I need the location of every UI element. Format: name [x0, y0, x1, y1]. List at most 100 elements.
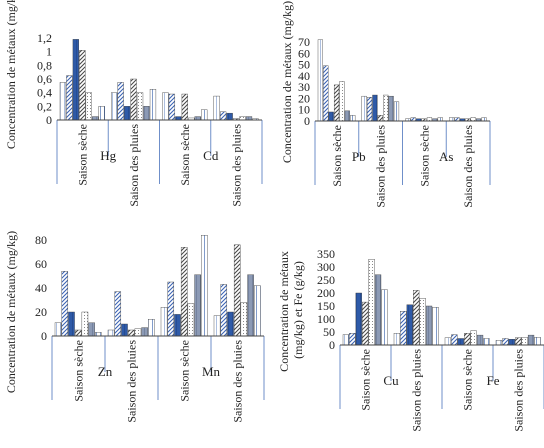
- bar: [148, 319, 155, 337]
- bar: [374, 274, 382, 346]
- bar: [323, 65, 329, 122]
- bar: [393, 101, 400, 122]
- bar: [227, 311, 234, 337]
- bar: [81, 311, 89, 337]
- bar: [432, 307, 439, 346]
- x-tick-label: Saison des pluies: [127, 124, 141, 207]
- bar: [239, 116, 246, 121]
- x-tick-label: Saison des pluies: [374, 125, 388, 208]
- bar: [88, 322, 95, 337]
- bar: [121, 323, 128, 337]
- y-tick-label: 0: [329, 338, 335, 352]
- y-tick-label: 1: [46, 45, 52, 59]
- bar: [180, 246, 188, 337]
- bar: [174, 314, 181, 337]
- bar: [413, 290, 420, 346]
- x-tick-label: Saison sèche: [76, 124, 90, 186]
- bar: [355, 292, 362, 346]
- bar: [349, 333, 356, 346]
- x-tick-label: Saison des pluies: [461, 125, 475, 208]
- bar: [508, 339, 515, 346]
- x-tick-label: Saison sèche: [330, 125, 344, 187]
- y-tick-label: 0,4: [37, 86, 52, 100]
- bar: [66, 75, 73, 121]
- bar: [220, 111, 227, 121]
- bar: [74, 329, 82, 337]
- bar: [381, 289, 388, 346]
- bar: [317, 39, 323, 122]
- bar: [92, 116, 99, 121]
- bar: [495, 340, 503, 346]
- panel4-ylabel-line2: (mg/kg) et Fe (g/kg): [291, 261, 305, 359]
- y-tick-label: 50: [323, 325, 335, 339]
- bar: [476, 334, 484, 346]
- bar: [437, 117, 443, 122]
- bar: [377, 115, 383, 122]
- bar: [233, 244, 241, 337]
- bar: [85, 92, 92, 121]
- bar: [127, 329, 135, 337]
- bar: [245, 116, 253, 121]
- bar: [328, 111, 334, 122]
- bar: [194, 274, 201, 337]
- y-tick-label: 200: [317, 286, 335, 300]
- chart-panel-3: 0 20 40 60 80 Saison sèche Saison des pluies Sa…: [35, 233, 265, 423]
- y-tick-label: 0,8: [37, 58, 52, 72]
- bar: [175, 116, 182, 121]
- x-tick-label: Saison sèche: [178, 124, 192, 186]
- x-tick-label: Saison des pluies: [125, 340, 139, 423]
- bar: [114, 291, 122, 337]
- bar: [470, 330, 477, 346]
- y-tick-label: 20: [35, 305, 47, 319]
- bar: [149, 89, 157, 121]
- x-tick-label: Saison sèche: [417, 125, 431, 187]
- y-tick-label: 350: [317, 247, 335, 261]
- bar: [393, 333, 401, 346]
- bar: [117, 82, 124, 121]
- bar: [226, 112, 233, 121]
- panel4-ylabel: Concentration de métaux (mg/kg) et Fe (g…: [277, 248, 305, 372]
- y-tick-label: 0: [41, 329, 47, 343]
- bar: [361, 95, 367, 122]
- y-tick-label: 0: [304, 114, 310, 128]
- x-tick-label: Saison des pluies: [410, 349, 424, 432]
- bar: [72, 39, 79, 121]
- bar: [240, 302, 248, 337]
- bar: [451, 334, 458, 346]
- bar: [362, 301, 369, 346]
- x-tick-label: Saison des pluies: [229, 124, 243, 207]
- bar: [350, 115, 356, 122]
- x-tick-label: Saison sèche: [359, 349, 373, 411]
- bar: [123, 106, 131, 121]
- bar: [213, 315, 221, 337]
- bar: [368, 259, 375, 346]
- bar: [449, 117, 455, 122]
- y-tick-label: 300: [317, 260, 335, 274]
- x-tick-label: Saison des pluies: [512, 349, 526, 432]
- element-label: Fe: [487, 373, 500, 388]
- bar: [130, 78, 137, 121]
- bar: [454, 117, 460, 122]
- element-label: Hg: [100, 148, 116, 163]
- bar: [95, 332, 102, 337]
- bar: [141, 327, 148, 337]
- bar: [470, 117, 476, 122]
- bar: [167, 281, 175, 337]
- bar: [502, 338, 509, 346]
- y-tick-label: 0,2: [37, 99, 52, 113]
- chart-panel-1: 00,20,40,60,811,2 Saison sèche Saison des …: [37, 31, 263, 207]
- y-tick-label: 70: [298, 35, 310, 49]
- bar: [181, 93, 188, 121]
- bar: [419, 298, 426, 346]
- y-tick-label: 10: [298, 103, 310, 117]
- panel4-ylabel-line1: Concentration de métaux: [277, 251, 291, 372]
- bar: [464, 333, 471, 346]
- bar: [410, 117, 416, 122]
- bar: [220, 284, 228, 337]
- bar: [388, 95, 394, 122]
- bar: [194, 116, 201, 121]
- x-tick-label: Saison sèche: [72, 340, 86, 402]
